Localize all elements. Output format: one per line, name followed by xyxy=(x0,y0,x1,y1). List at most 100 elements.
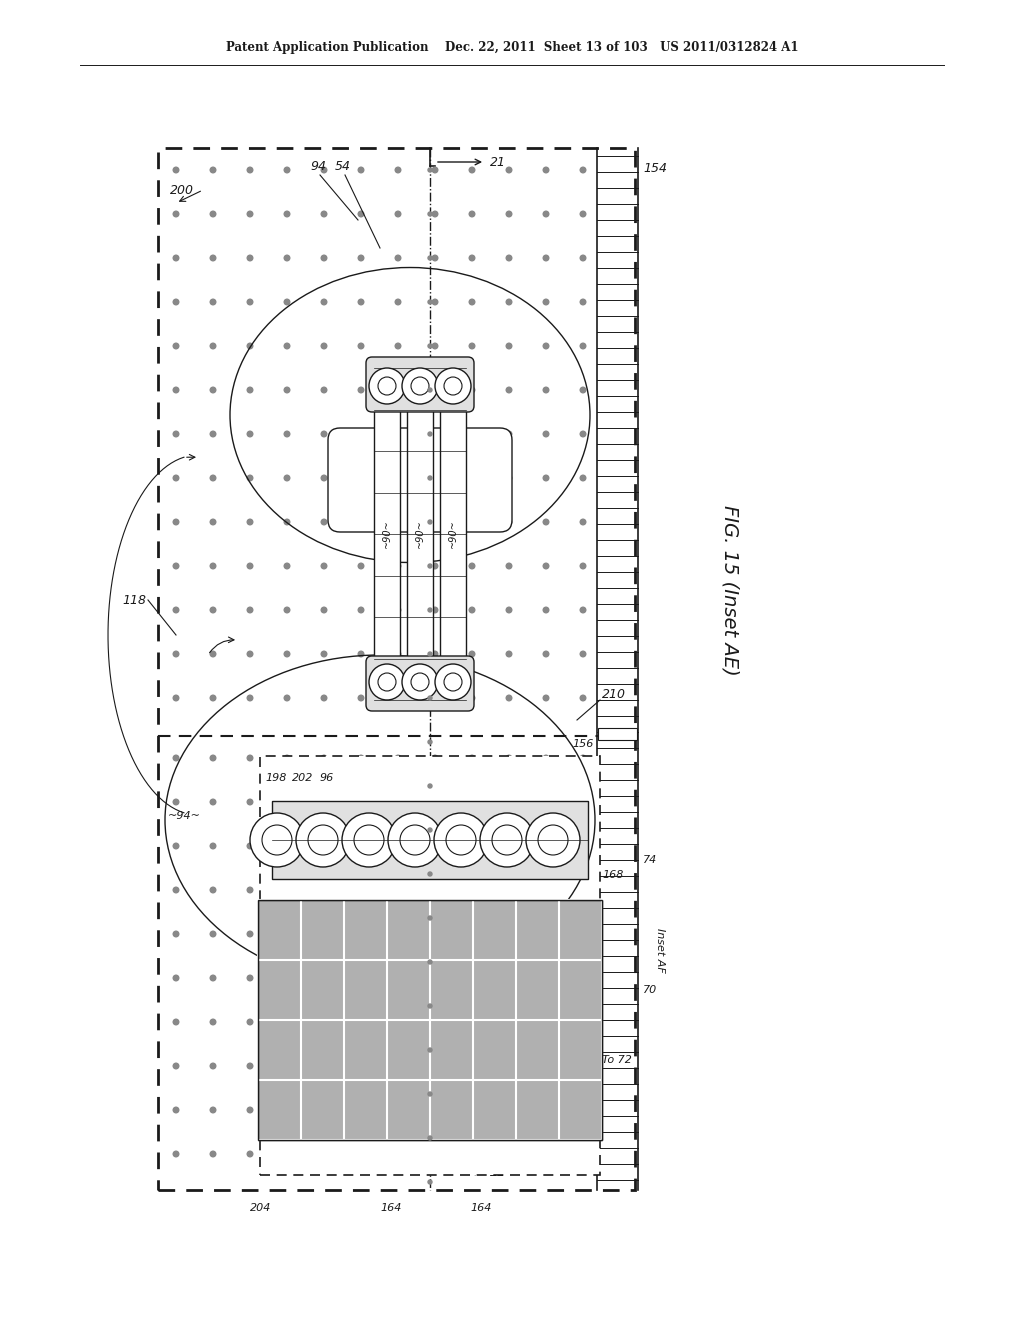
Circle shape xyxy=(210,1019,216,1024)
Circle shape xyxy=(210,475,216,480)
Circle shape xyxy=(173,432,179,437)
Circle shape xyxy=(247,696,253,701)
Circle shape xyxy=(543,432,549,437)
Circle shape xyxy=(428,873,432,876)
Text: 92: 92 xyxy=(438,388,454,401)
Circle shape xyxy=(506,1019,512,1024)
Text: To 72: To 72 xyxy=(602,1055,632,1065)
Circle shape xyxy=(543,1063,549,1069)
Text: 210: 210 xyxy=(602,689,626,701)
Circle shape xyxy=(432,843,438,849)
Text: 54: 54 xyxy=(335,161,351,173)
Bar xyxy=(440,368,466,700)
Circle shape xyxy=(285,1019,290,1024)
Circle shape xyxy=(247,887,253,892)
Circle shape xyxy=(432,255,438,261)
Circle shape xyxy=(543,564,549,569)
Circle shape xyxy=(469,432,475,437)
Text: 198: 198 xyxy=(265,774,287,783)
Circle shape xyxy=(322,1063,327,1069)
Text: FIG. 15 (Inset AE): FIG. 15 (Inset AE) xyxy=(721,504,739,676)
Circle shape xyxy=(173,564,179,569)
Circle shape xyxy=(469,799,475,805)
Circle shape xyxy=(395,755,400,760)
Circle shape xyxy=(210,432,216,437)
Circle shape xyxy=(506,843,512,849)
Circle shape xyxy=(173,519,179,525)
Circle shape xyxy=(506,755,512,760)
Circle shape xyxy=(395,651,400,657)
Circle shape xyxy=(506,432,512,437)
Circle shape xyxy=(285,931,290,937)
Circle shape xyxy=(247,1107,253,1113)
Circle shape xyxy=(492,825,522,855)
Circle shape xyxy=(581,887,586,892)
Circle shape xyxy=(173,255,179,261)
Circle shape xyxy=(358,1063,364,1069)
Circle shape xyxy=(210,607,216,612)
Circle shape xyxy=(285,255,290,261)
Circle shape xyxy=(581,519,586,525)
Circle shape xyxy=(173,1063,179,1069)
Circle shape xyxy=(322,696,327,701)
Circle shape xyxy=(247,1151,253,1156)
Circle shape xyxy=(358,519,364,525)
Circle shape xyxy=(428,168,432,172)
Circle shape xyxy=(173,343,179,348)
Circle shape xyxy=(247,343,253,348)
Circle shape xyxy=(444,673,462,690)
Circle shape xyxy=(428,1092,432,1096)
Circle shape xyxy=(469,211,475,216)
Circle shape xyxy=(395,255,400,261)
Circle shape xyxy=(434,813,488,867)
Circle shape xyxy=(322,607,327,612)
Circle shape xyxy=(395,519,400,525)
Circle shape xyxy=(428,432,432,436)
Circle shape xyxy=(247,651,253,657)
Bar xyxy=(258,900,602,1140)
Circle shape xyxy=(173,300,179,305)
Circle shape xyxy=(432,1063,438,1069)
Circle shape xyxy=(322,799,327,805)
Circle shape xyxy=(322,564,327,569)
Bar xyxy=(258,900,602,1140)
Circle shape xyxy=(322,432,327,437)
Circle shape xyxy=(469,564,475,569)
Circle shape xyxy=(428,696,432,700)
Circle shape xyxy=(543,843,549,849)
Text: 156: 156 xyxy=(572,739,594,748)
Circle shape xyxy=(285,651,290,657)
Circle shape xyxy=(581,211,586,216)
Circle shape xyxy=(543,799,549,805)
Circle shape xyxy=(173,799,179,805)
Circle shape xyxy=(469,843,475,849)
Circle shape xyxy=(543,651,549,657)
Circle shape xyxy=(469,1063,475,1069)
Circle shape xyxy=(469,387,475,393)
Circle shape xyxy=(432,696,438,701)
Circle shape xyxy=(469,300,475,305)
Circle shape xyxy=(428,828,432,832)
Circle shape xyxy=(210,887,216,892)
Circle shape xyxy=(581,755,586,760)
Circle shape xyxy=(395,975,400,981)
Circle shape xyxy=(358,475,364,480)
Text: ~90~: ~90~ xyxy=(382,520,392,548)
Circle shape xyxy=(432,931,438,937)
Circle shape xyxy=(358,843,364,849)
Circle shape xyxy=(173,607,179,612)
Circle shape xyxy=(469,1107,475,1113)
Circle shape xyxy=(402,368,438,404)
Circle shape xyxy=(469,255,475,261)
Circle shape xyxy=(210,843,216,849)
Circle shape xyxy=(210,696,216,701)
Circle shape xyxy=(581,1107,586,1113)
Circle shape xyxy=(395,564,400,569)
Circle shape xyxy=(543,519,549,525)
Circle shape xyxy=(210,564,216,569)
Circle shape xyxy=(432,432,438,437)
Circle shape xyxy=(543,1019,549,1024)
Circle shape xyxy=(322,755,327,760)
Circle shape xyxy=(469,607,475,612)
Circle shape xyxy=(506,168,512,173)
